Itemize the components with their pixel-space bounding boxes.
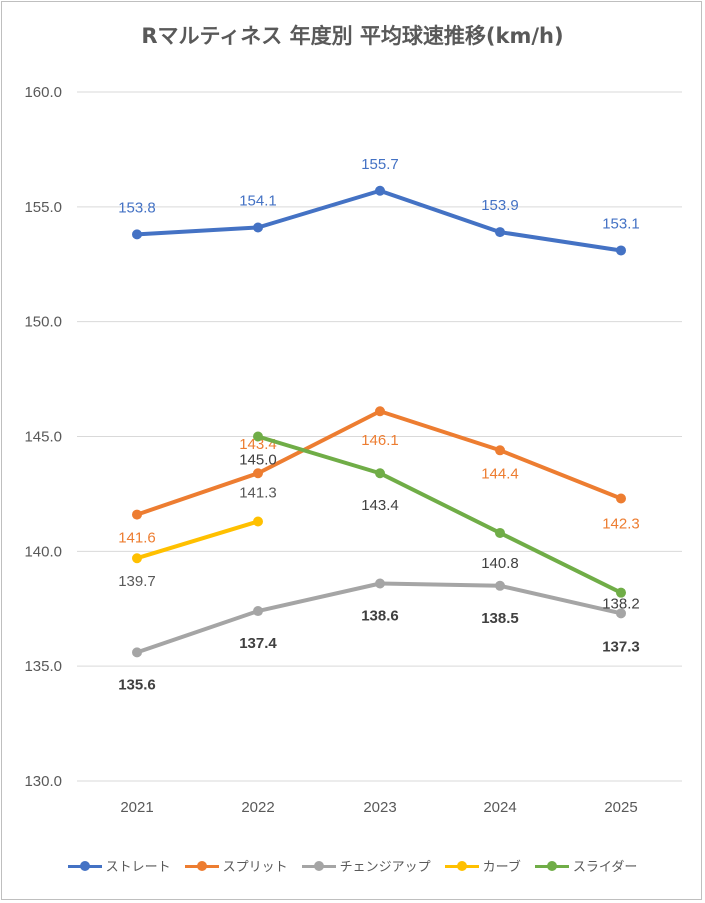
legend-label: ストレート xyxy=(105,860,171,875)
data-point xyxy=(253,431,263,442)
legend-item: スプリット xyxy=(184,856,288,875)
legend-label: スライダー xyxy=(572,860,638,875)
y-tick-label: 130.0 xyxy=(24,773,62,790)
data-label: 139.7 xyxy=(118,573,156,590)
legend-label: スプリット xyxy=(222,860,288,875)
data-label: 138.5 xyxy=(481,610,519,627)
data-label: 135.6 xyxy=(118,676,156,693)
data-label: 155.7 xyxy=(361,156,399,173)
y-tick-label: 155.0 xyxy=(24,199,62,216)
legend-swatch xyxy=(444,860,479,872)
legend-swatch xyxy=(534,860,569,872)
chart-legend: ストレート スプリット チェンジアップ カーブ スライダー xyxy=(0,856,705,875)
data-point xyxy=(253,222,263,233)
data-label: 143.4 xyxy=(361,497,399,514)
data-point xyxy=(495,227,505,238)
legend-swatch xyxy=(67,860,102,872)
y-tick-label: 160.0 xyxy=(24,84,62,101)
legend-item: カーブ xyxy=(444,856,521,875)
legend-label: チェンジアップ xyxy=(339,860,431,875)
data-label: 137.3 xyxy=(602,638,640,655)
x-tick-label: 2024 xyxy=(483,799,516,816)
y-tick-label: 140.0 xyxy=(24,543,62,560)
data-label: 154.1 xyxy=(239,193,277,210)
chart-title: Rマルティネス 年度別 平均球速推移(km/h) xyxy=(141,24,564,48)
data-label: 146.1 xyxy=(361,432,399,449)
x-tick-label: 2021 xyxy=(120,799,153,816)
data-point xyxy=(132,229,142,240)
data-point xyxy=(132,509,142,520)
data-label: 137.4 xyxy=(239,635,277,652)
data-point xyxy=(375,468,385,479)
data-label: 153.9 xyxy=(481,197,519,214)
data-point xyxy=(616,245,626,256)
legend-item: チェンジアップ xyxy=(301,856,431,875)
y-tick-label: 145.0 xyxy=(24,429,62,446)
data-label: 144.4 xyxy=(481,465,519,482)
data-label: 140.8 xyxy=(481,555,519,572)
x-tick-label: 2023 xyxy=(363,799,396,816)
data-label: 138.6 xyxy=(361,607,399,624)
data-label: 138.2 xyxy=(602,596,640,613)
data-label: 141.6 xyxy=(118,530,156,547)
x-tick-label: 2025 xyxy=(604,799,637,816)
series-line xyxy=(256,434,623,595)
legend-label: カーブ xyxy=(482,860,521,875)
legend-item: ストレート xyxy=(67,856,171,875)
data-label: 145.0 xyxy=(239,452,277,469)
data-label: 142.3 xyxy=(602,516,640,533)
data-point xyxy=(375,185,385,196)
data-point xyxy=(375,578,385,589)
y-tick-label: 150.0 xyxy=(24,314,62,331)
legend-swatch xyxy=(184,860,219,872)
data-point xyxy=(253,606,263,617)
legend-swatch xyxy=(301,860,336,872)
data-point xyxy=(495,580,505,591)
data-label: 153.8 xyxy=(118,199,156,216)
data-point xyxy=(495,527,505,538)
data-point xyxy=(253,516,263,527)
x-tick-label: 2022 xyxy=(241,799,274,816)
series-line xyxy=(135,188,623,253)
data-point xyxy=(616,493,626,504)
data-label: 141.3 xyxy=(239,484,277,501)
data-point xyxy=(616,608,626,619)
data-point xyxy=(253,468,263,479)
legend-item: スライダー xyxy=(534,856,638,875)
data-point xyxy=(616,587,626,598)
data-point xyxy=(495,445,505,456)
data-point xyxy=(132,647,142,658)
data-point xyxy=(375,406,385,417)
series-line xyxy=(135,519,260,561)
data-label: 153.1 xyxy=(602,215,640,232)
y-tick-label: 135.0 xyxy=(24,658,62,675)
data-point xyxy=(132,553,142,564)
